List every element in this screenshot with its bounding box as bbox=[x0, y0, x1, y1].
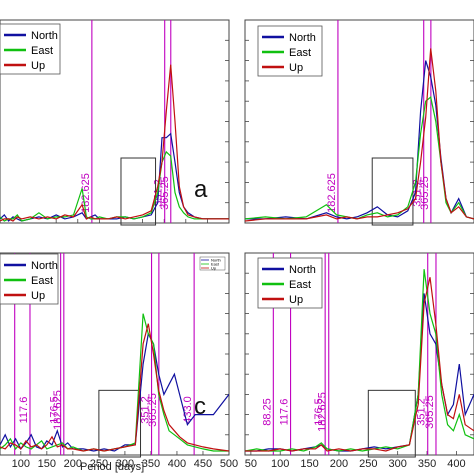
legend-entry: Up bbox=[289, 294, 303, 306]
reference-line-label: 351.2 bbox=[140, 396, 152, 424]
x-tick-label: 250 bbox=[359, 458, 377, 470]
reference-line-label: 351.2 bbox=[416, 398, 428, 426]
x-tick-label: 50 bbox=[245, 458, 257, 470]
panel-letter: a bbox=[194, 176, 208, 203]
series-line-up bbox=[0, 323, 229, 452]
reference-line-label: 365.25 bbox=[147, 393, 159, 427]
legend-entry: East bbox=[31, 275, 53, 287]
x-tick-label: 400 bbox=[447, 458, 465, 470]
series-group bbox=[245, 48, 474, 222]
legend: North East Up bbox=[0, 23, 61, 75]
legend-entry: North bbox=[289, 264, 316, 276]
reference-line-label: 365.25 bbox=[159, 176, 171, 210]
series-group bbox=[245, 269, 474, 452]
legend-entry: Up bbox=[31, 60, 45, 72]
legend-entry: East bbox=[289, 47, 311, 59]
series-group bbox=[0, 313, 229, 452]
series-line-east bbox=[245, 269, 474, 452]
x-tick-label: 500 bbox=[220, 458, 238, 470]
reference-line-label: 182.625 bbox=[317, 392, 329, 432]
x-tick-label: 150 bbox=[300, 458, 318, 470]
x-tick-label: 150 bbox=[38, 458, 56, 470]
mini-legend-entry: East bbox=[211, 261, 220, 266]
x-tick-label: 100 bbox=[271, 458, 289, 470]
reference-line-label: 176.5 bbox=[49, 396, 61, 424]
series-group bbox=[0, 64, 229, 222]
legend: North East Up bbox=[257, 257, 323, 309]
legend: North East Up bbox=[257, 25, 323, 77]
legend: North East Up bbox=[0, 253, 59, 305]
series-line-up bbox=[245, 277, 474, 452]
reference-line-label: 182.625 bbox=[80, 173, 92, 213]
x-tick-label: 200 bbox=[64, 458, 82, 470]
x-tick-label: 250 bbox=[90, 458, 108, 470]
legend-entry: Up bbox=[31, 290, 45, 302]
highlight-box bbox=[120, 157, 157, 226]
reference-line-label: 176.5 bbox=[313, 398, 325, 426]
x-tick-label: 300 bbox=[116, 458, 134, 470]
panel-c: 100 150 200 250 300 350 400 450 500 117.6 176.5182… bbox=[0, 252, 238, 473]
legend-entry: East bbox=[31, 45, 53, 57]
x-tick-label: 450 bbox=[194, 458, 212, 470]
series-line-up bbox=[245, 48, 474, 222]
legend-entry: North bbox=[31, 30, 58, 42]
x-tick-label: 300 bbox=[388, 458, 406, 470]
reference-line-label: 117.6 bbox=[18, 397, 30, 424]
reference-line-label: 365.25 bbox=[424, 395, 436, 429]
x-tick-label: 350 bbox=[418, 458, 436, 470]
legend-entry: East bbox=[289, 279, 311, 291]
reference-line-label: 88.25 bbox=[261, 398, 273, 426]
highlight-box bbox=[367, 389, 416, 458]
x-axis-label: Period [days] bbox=[80, 461, 144, 473]
legend-entry: Up bbox=[289, 62, 303, 74]
series-line-up bbox=[0, 64, 229, 222]
panel-d: 50 100 150 200 250 300 350 400 88.25 117.6 176.518… bbox=[244, 252, 474, 470]
legend-entry: North bbox=[31, 260, 58, 272]
reference-line-label: 365.25 bbox=[419, 176, 431, 210]
legend-entry: North bbox=[289, 32, 316, 44]
x-tick-label: 200 bbox=[330, 458, 348, 470]
mini-legend-entry: Up bbox=[211, 265, 217, 270]
reference-line-label: 117.6 bbox=[279, 399, 291, 426]
x-tick-label: 350 bbox=[142, 458, 160, 470]
mini-legend-entry: North bbox=[211, 257, 221, 262]
x-tick-label: 100 bbox=[12, 458, 30, 470]
reference-line-label: 182.625 bbox=[52, 390, 64, 430]
highlight-box bbox=[98, 389, 142, 458]
x-tick-label: 400 bbox=[168, 458, 186, 470]
panel-letter: c bbox=[194, 393, 206, 420]
reference-line-label: 182.625 bbox=[326, 173, 338, 213]
